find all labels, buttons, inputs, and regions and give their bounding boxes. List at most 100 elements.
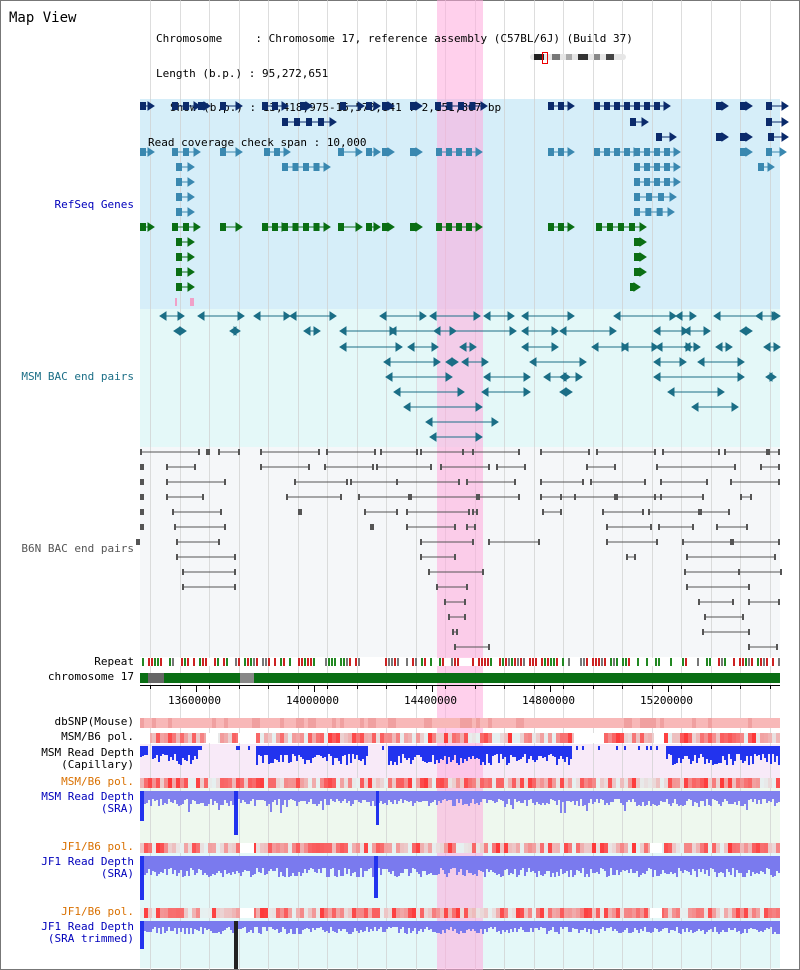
depth-bar[interactable]: [310, 856, 312, 868]
depth-bar[interactable]: [532, 746, 534, 760]
polymorphism-cell[interactable]: [340, 908, 344, 918]
polymorphism-cell[interactable]: [716, 843, 720, 853]
dbsnp-cell[interactable]: [432, 718, 436, 728]
gene-exon[interactable]: [220, 223, 226, 231]
bac-end-marker[interactable]: [559, 372, 567, 382]
gene-exon[interactable]: [366, 223, 372, 231]
depth-bar[interactable]: [706, 856, 708, 870]
polymorphism-cell[interactable]: [488, 843, 492, 853]
depth-bar[interactable]: [194, 921, 196, 929]
depth-bar[interactable]: [358, 921, 360, 933]
depth-bar[interactable]: [402, 856, 404, 873]
dbsnp-cell[interactable]: [172, 718, 176, 728]
polymorphism-cell[interactable]: [516, 908, 520, 918]
bac-end-marker[interactable]: [737, 357, 745, 367]
dbsnp-cell[interactable]: [416, 718, 420, 728]
depth-bar[interactable]: [324, 791, 326, 799]
depth-bar[interactable]: [328, 921, 330, 933]
repeat-element[interactable]: [385, 658, 387, 666]
depth-bar[interactable]: [518, 921, 520, 929]
polymorphism-cell[interactable]: [756, 778, 760, 788]
depth-bar[interactable]: [380, 921, 382, 927]
depth-bar[interactable]: [418, 856, 420, 874]
bac-end[interactable]: [590, 479, 592, 485]
depth-bar[interactable]: [692, 921, 694, 933]
bac-end-marker[interactable]: [407, 342, 415, 352]
polymorphism-cell[interactable]: [324, 733, 328, 743]
depth-bar[interactable]: [412, 746, 414, 760]
depth-bar[interactable]: [678, 791, 680, 806]
polymorphism-cell[interactable]: [580, 908, 584, 918]
bac-end[interactable]: [524, 464, 526, 470]
polymorphism-cell[interactable]: [724, 778, 728, 788]
bac-end-marker[interactable]: [429, 432, 437, 442]
polymorphism-cell[interactable]: [388, 778, 392, 788]
bac-end[interactable]: [488, 644, 490, 650]
dbsnp-cell[interactable]: [556, 718, 560, 728]
gene-exon[interactable]: [656, 208, 663, 216]
polymorphism-cell[interactable]: [340, 778, 344, 788]
depth-bar[interactable]: [330, 746, 332, 756]
polymorphism-cell[interactable]: [488, 908, 492, 918]
dbsnp-cell[interactable]: [644, 718, 648, 728]
dbsnp-cell[interactable]: [292, 718, 296, 728]
polymorphism-cell[interactable]: [536, 733, 540, 743]
strand-arrow[interactable]: [373, 147, 381, 157]
dbsnp-cell[interactable]: [720, 718, 724, 728]
depth-bar[interactable]: [314, 921, 316, 930]
repeat-element[interactable]: [562, 658, 564, 666]
polymorphism-cell[interactable]: [300, 733, 304, 743]
depth-bar[interactable]: [778, 921, 780, 934]
depth-bar[interactable]: [758, 856, 760, 874]
depth-bar[interactable]: [484, 791, 486, 799]
repeat-element[interactable]: [721, 658, 723, 666]
polymorphism-cell[interactable]: [732, 733, 736, 743]
polymorphism-cell[interactable]: [308, 733, 312, 743]
bac-end[interactable]: [142, 509, 144, 515]
depth-bar[interactable]: [456, 791, 458, 799]
depth-bar[interactable]: [576, 791, 578, 801]
polymorphism-cell[interactable]: [564, 778, 568, 788]
depth-bar[interactable]: [520, 921, 522, 927]
dbsnp-cell[interactable]: [444, 718, 448, 728]
polymorphism-cell[interactable]: [512, 908, 516, 918]
bac-end-marker[interactable]: [575, 372, 583, 382]
depth-bar[interactable]: [500, 791, 502, 800]
depth-bar[interactable]: [248, 856, 250, 871]
depth-bar[interactable]: [390, 921, 392, 928]
depth-bar[interactable]: [438, 856, 440, 874]
polymorphism-cell[interactable]: [424, 843, 428, 853]
depth-bar[interactable]: [526, 856, 528, 872]
polymorphism-cell[interactable]: [628, 733, 632, 743]
polymorphism-cell[interactable]: [348, 778, 352, 788]
polymorphism-cell[interactable]: [700, 733, 704, 743]
depth-bar[interactable]: [344, 746, 346, 755]
depth-bar[interactable]: [338, 791, 340, 801]
dbsnp-cell[interactable]: [464, 718, 468, 728]
bac-end[interactable]: [406, 524, 408, 530]
depth-bar[interactable]: [232, 856, 234, 872]
dbsnp-cell[interactable]: [552, 718, 556, 728]
depth-bar[interactable]: [262, 921, 264, 927]
dbsnp-cell[interactable]: [236, 718, 240, 728]
depth-bar[interactable]: [240, 921, 242, 929]
depth-bar[interactable]: [214, 791, 216, 801]
depth-bar[interactable]: [402, 921, 404, 927]
depth-bar[interactable]: [656, 791, 658, 806]
bac-end[interactable]: [776, 644, 778, 650]
dbsnp-cell[interactable]: [476, 718, 480, 728]
depth-bar[interactable]: [492, 746, 494, 756]
bac-end-marker[interactable]: [683, 342, 691, 352]
depth-bar[interactable]: [600, 791, 602, 799]
polymorphism-cell[interactable]: [452, 908, 456, 918]
polymorphism-cell[interactable]: [532, 733, 536, 743]
depth-bar[interactable]: [312, 921, 314, 928]
depth-bar[interactable]: [420, 856, 422, 877]
depth-bar[interactable]: [528, 746, 530, 759]
depth-bar[interactable]: [654, 791, 656, 805]
depth-bar[interactable]: [586, 921, 588, 932]
bac-end-marker[interactable]: [613, 311, 621, 321]
strand-arrow[interactable]: [355, 147, 363, 157]
depth-bar[interactable]: [516, 921, 518, 932]
polymorphism-cell[interactable]: [400, 843, 404, 853]
